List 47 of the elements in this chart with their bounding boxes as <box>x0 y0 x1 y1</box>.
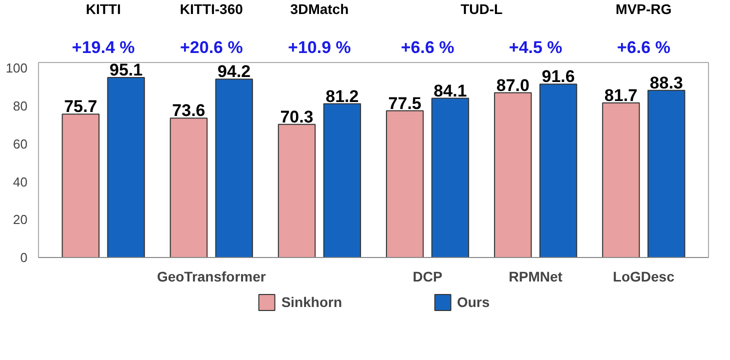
x-tick-label: RPMNet <box>508 268 563 284</box>
data-label: 75.7 <box>64 97 98 116</box>
y-tick-label: 0 <box>20 250 28 265</box>
bar <box>431 98 470 258</box>
legend-label: Sinkhorn <box>281 294 342 310</box>
data-label: 77.5 <box>388 94 422 113</box>
text: MVP-RG <box>616 0 672 17</box>
bar <box>278 124 316 258</box>
bar <box>494 92 532 258</box>
bar <box>107 76 145 258</box>
text: +10.9 % <box>288 38 351 57</box>
data-label: 88.3 <box>650 73 683 92</box>
data-label: 81.2 <box>326 86 359 106</box>
bar <box>170 118 208 258</box>
bar <box>386 110 424 258</box>
text: +19.4 % <box>72 38 135 57</box>
data-label: 81.7 <box>604 86 638 105</box>
bar <box>62 114 100 258</box>
data-label: 73.6 <box>172 101 206 120</box>
data-label: 84.1 <box>434 81 467 100</box>
text: 3DMatch <box>290 0 349 17</box>
x-tick-label: LoGDesc <box>612 268 675 284</box>
data-label: 95.1 <box>109 60 143 80</box>
y-tick-label: 80 <box>13 98 28 114</box>
y-tick-label: 60 <box>13 136 28 152</box>
data-label: 94.2 <box>218 62 251 82</box>
legend-label: Ours <box>456 294 490 310</box>
bar <box>647 90 686 258</box>
data-label: 70.3 <box>280 107 314 126</box>
y-tick-label: 40 <box>13 174 28 190</box>
y-tick-label: 20 <box>13 212 28 228</box>
bar <box>539 84 578 258</box>
y-tick-label: 100 <box>6 60 28 76</box>
text: +6.6 % <box>616 38 670 57</box>
text: +20.6 % <box>180 38 243 57</box>
bar <box>215 78 253 258</box>
text: KITTI <box>86 0 121 17</box>
data-label: 91.6 <box>542 67 575 86</box>
data-label: 87.0 <box>496 76 530 95</box>
bar <box>323 103 362 258</box>
bar <box>602 102 640 258</box>
x-tick-label: GeoTransformer <box>156 268 266 284</box>
text: +4.5 % <box>508 38 562 57</box>
text: TUD-L <box>460 0 504 17</box>
x-tick-label: DCP <box>412 268 442 284</box>
text: KITTI-360 <box>180 0 244 17</box>
text: +6.6 % <box>400 38 454 57</box>
